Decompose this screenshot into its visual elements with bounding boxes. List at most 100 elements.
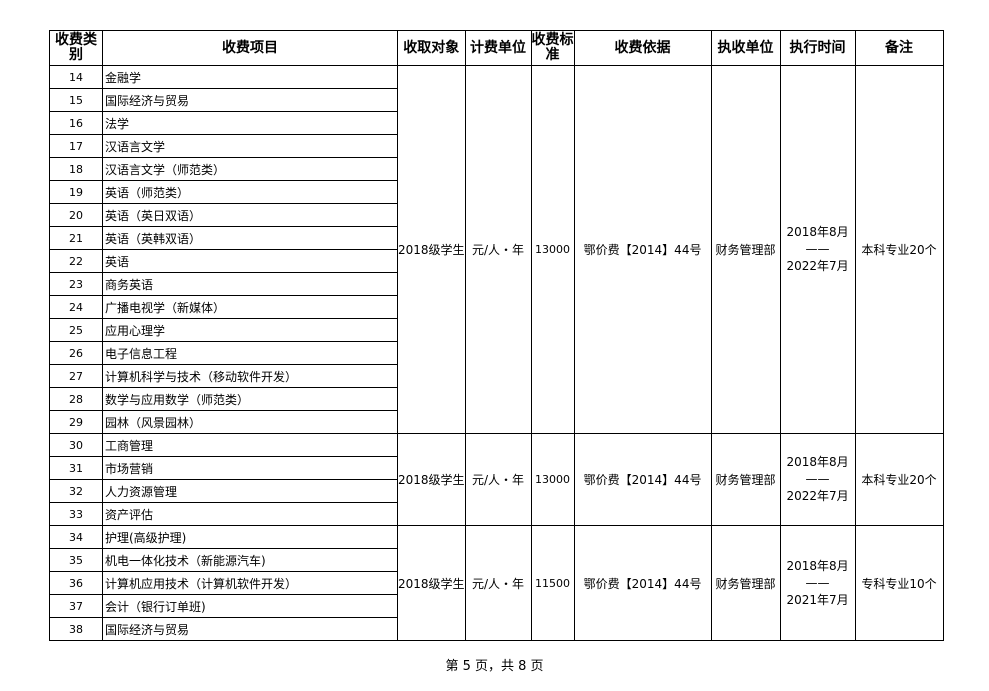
unit-cell: 元/人・年: [464, 433, 532, 526]
note-cell: 本科专业20个: [854, 65, 944, 434]
table-row: 38 国际经济与贸易: [49, 617, 944, 641]
basis-cell: 鄂价费【2014】44号: [573, 525, 712, 641]
period-line: 2022年7月: [786, 489, 849, 503]
table-row: 20 英语（英日双语）: [49, 203, 944, 227]
target-cell: 2018级学生: [397, 433, 466, 526]
header-note: 备注: [854, 30, 944, 66]
page-footer: 第 5 页，共 8 页: [445, 659, 544, 674]
period-line: 2018年8月: [786, 558, 849, 573]
row-number: 34: [49, 525, 103, 549]
item-name: 国际经济与贸易: [102, 617, 398, 641]
row-number: 30: [49, 433, 103, 457]
row-number: 23: [49, 272, 103, 296]
header-fee: 收费标准: [530, 30, 575, 66]
row-number: 19: [49, 180, 103, 204]
unit-cell: 元/人・年: [464, 65, 532, 434]
table-row: 27 计算机科学与技术（移动软件开发）: [49, 364, 944, 388]
row-number: 24: [49, 295, 103, 319]
row-number: 21: [49, 226, 103, 250]
item-name: 资产评估: [102, 502, 398, 526]
collector-cell: 财务管理部: [710, 65, 781, 434]
row-number: 17: [49, 134, 103, 158]
period-line: ——: [805, 242, 830, 256]
table-row: 36 计算机应用技术（计算机软件开发）: [49, 571, 944, 595]
unit-cell: 元/人・年: [464, 525, 532, 641]
header-item: 收费项目: [102, 30, 398, 66]
basis-cell: 鄂价费【2014】44号: [573, 433, 712, 526]
row-number: 38: [49, 617, 103, 641]
row-number: 16: [49, 111, 103, 135]
table-row: 14 金融学 2018级学生 元/人・年 13000 鄂价费【2014】44号 财务管理部 2…: [49, 65, 944, 434]
header-target: 收取对象: [397, 30, 466, 66]
table-row: 29 园林（风景园林）: [49, 410, 944, 434]
row-number: 15: [49, 88, 103, 112]
target-cell: 2018级学生: [397, 525, 466, 641]
note-cell: 本科专业20个: [854, 433, 944, 526]
item-name: 计算机科学与技术（移动软件开发）: [102, 364, 398, 388]
period-line: 2021年7月: [786, 592, 849, 607]
period-cell: 2018年8月 —— 2021年7月: [779, 525, 856, 641]
period-line: ——: [805, 575, 830, 590]
row-number: 26: [49, 341, 103, 365]
table-row: 19 英语（师范类）: [49, 180, 944, 204]
row-number: 29: [49, 410, 103, 434]
period-cell: 2018年8月 —— 2022年7月: [779, 65, 856, 434]
table-row: 26 电子信息工程: [49, 341, 944, 365]
table-row: 28 数学与应用数学（师范类）: [49, 387, 944, 411]
row-number: 36: [49, 571, 103, 595]
table-row: 31 市场营销: [49, 456, 944, 480]
item-name: 金融学: [102, 65, 398, 89]
item-name: 英语: [102, 249, 398, 273]
item-name: 电子信息工程: [102, 341, 398, 365]
item-name: 园林（风景园林）: [102, 410, 398, 434]
row-number: 14: [49, 65, 103, 89]
header-row: 收费类别 收费项目 收取对象 计费单位 收费标准 收费依据 执收单位 执行时间 …: [49, 30, 944, 66]
table-row: 16 法学: [49, 111, 944, 135]
item-name: 护理(高级护理): [102, 525, 398, 549]
item-name: 商务英语: [102, 272, 398, 296]
table-row: 15 国际经济与贸易: [49, 88, 944, 112]
item-name: 广播电视学（新媒体）: [102, 295, 398, 319]
fee-table: 收费类别 收费项目 收取对象 计费单位 收费标准 收费依据 执收单位 执行时间 …: [49, 30, 944, 641]
row-number: 35: [49, 548, 103, 572]
header-unit: 计费单位: [464, 30, 532, 66]
row-number: 37: [49, 594, 103, 618]
item-name: 人力资源管理: [102, 479, 398, 503]
table-row: 30 工商管理 2018级学生 元/人・年 13000 鄂价费【2014】44号 财务管理部…: [49, 433, 944, 526]
item-name: 会计（银行订单班): [102, 594, 398, 618]
collector-cell: 财务管理部: [710, 525, 781, 641]
header-collector: 执收单位: [710, 30, 781, 66]
row-number: 25: [49, 318, 103, 342]
row-number: 27: [49, 364, 103, 388]
item-name: 汉语言文学（师范类）: [102, 157, 398, 181]
fee-cell: 13000: [530, 65, 575, 434]
fee-cell: 13000: [530, 433, 575, 526]
target-cell: 2018级学生: [397, 65, 466, 434]
item-name: 英语（英日双语）: [102, 203, 398, 227]
table-row: 34 护理(高级护理) 2018级学生 元/人・年 11500 鄂价费【2014】44号财…: [49, 525, 944, 641]
table-row: 24 广播电视学（新媒体）: [49, 295, 944, 319]
table-row: 17 汉语言文学: [49, 134, 944, 158]
period-line: 2022年7月: [786, 259, 849, 273]
table-row: 22 英语: [49, 249, 944, 273]
row-number: 18: [49, 157, 103, 181]
table-row: 21 英语（英韩双语）: [49, 226, 944, 250]
item-name: 应用心理学: [102, 318, 398, 342]
row-number: 20: [49, 203, 103, 227]
row-number: 28: [49, 387, 103, 411]
row-number: 33: [49, 502, 103, 526]
collector-cell: 财务管理部: [710, 433, 781, 526]
item-name: 市场营销: [102, 456, 398, 480]
note-cell: 专科专业10个: [854, 525, 944, 641]
row-number: 32: [49, 479, 103, 503]
item-name: 工商管理: [102, 433, 398, 457]
header-period: 执行时间: [779, 30, 856, 66]
item-name: 英语（师范类）: [102, 180, 398, 204]
period-line: 2018年8月: [786, 455, 849, 469]
item-name: 计算机应用技术（计算机软件开发）: [102, 571, 398, 595]
period-line: 2018年8月: [786, 225, 849, 239]
row-number: 31: [49, 456, 103, 480]
fee-cell: 11500: [530, 525, 575, 641]
item-name: 汉语言文学: [102, 134, 398, 158]
period-cell: 2018年8月 —— 2022年7月: [779, 433, 856, 526]
